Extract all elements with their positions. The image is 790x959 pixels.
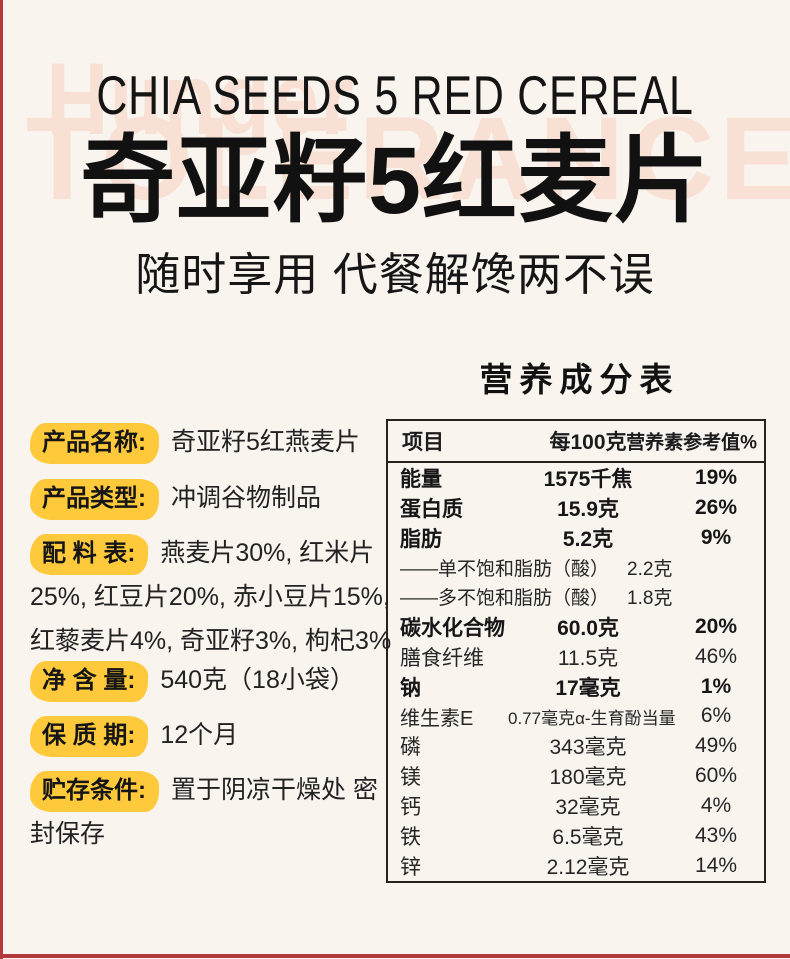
- info-row-net-weight: 净 含 量: 540克（18小袋）: [30, 658, 392, 703]
- header-per100g: 每100克: [549, 431, 627, 454]
- info-row-product-type: 产品类型: 冲调谷物制品: [30, 476, 392, 521]
- table-row-dietary-fiber: 膳食纤维 11.5克 46%: [400, 644, 738, 670]
- table-row-vitamin-e: 维生素E 0.77毫克α-生育酚当量 6%: [400, 704, 732, 730]
- label-badge: 保 质 期:: [30, 716, 149, 758]
- bottom-accent-border: [0, 954, 790, 958]
- label-badge: 产品类型:: [30, 479, 159, 521]
- info-row-ingredients: 配 料 表: 燕麦片30%, 红米片25%, 红豆片20%, 赤小豆片15%, 红…: [30, 531, 392, 663]
- info-value: 冲调谷物制品: [171, 484, 322, 512]
- watermark-hunger: Hunger: [46, 42, 355, 156]
- product-title-english: CHIA SEEDS 5 RED CEREAL: [96, 64, 694, 126]
- info-value: 燕麦片30%, 红米片25%, 红豆片20%, 赤小豆片15%, 红藜麦片4%,…: [30, 539, 392, 656]
- table-row-phosphorus: 磷 343毫克 49%: [400, 733, 738, 759]
- nutrition-table-body: 能量 1575千焦 19% 蛋白质 15.9克 26% 脂肪 5.2克 9% ——单不饱和脂…: [388, 463, 764, 881]
- watermark-tolerance: TOLERANCE: [26, 93, 790, 225]
- table-row-protein: 蛋白质 15.9克 26%: [400, 496, 738, 521]
- label-badge: 产品名称:: [30, 423, 159, 465]
- product-title-chinese: 奇亚籽5红麦片: [80, 128, 710, 234]
- table-row-magnesium: 镁 180毫克 60%: [400, 763, 738, 789]
- table-row-sodium: 钠 17毫克 1%: [400, 674, 732, 700]
- table-row-fat: 脂肪 5.2克 9%: [400, 526, 732, 551]
- table-row-zinc: 锌 2.12毫克 14%: [400, 853, 738, 879]
- table-row-polyunsaturated-fat: ——多不饱和脂肪（酸） 1.8克: [400, 588, 673, 610]
- info-row-storage: 贮存条件: 置于阴凉干燥处 密封保存: [30, 768, 392, 856]
- info-row-shelf-life: 保 质 期: 12个月: [30, 713, 392, 758]
- table-row-energy: 能量 1575千焦 19%: [400, 466, 738, 491]
- info-value: 奇亚籽5红燕麦片: [171, 428, 360, 456]
- table-row-monounsaturated-fat: ——单不饱和脂肪（酸） 2.2克: [400, 559, 673, 581]
- table-row-iron: 铁 6.5毫克 43%: [400, 823, 738, 849]
- info-value: 置于阴凉干燥处 密封保存: [30, 776, 378, 849]
- info-value: 12个月: [160, 721, 239, 749]
- table-row-carbohydrate: 碳水化合物 60.0克 20%: [400, 614, 738, 640]
- left-accent-border: [0, 0, 3, 959]
- header-nrv: 营养素参考值%: [626, 432, 757, 454]
- info-row-product-name: 产品名称: 奇亚籽5红燕麦片: [30, 420, 392, 465]
- label-badge: 净 含 量:: [30, 661, 149, 703]
- label-badge: 配 料 表:: [30, 534, 149, 576]
- product-tagline: 随时享用 代餐解馋两不误: [135, 249, 655, 300]
- nutrition-table-header: 项目 每100克 营养素参考值%: [388, 421, 764, 463]
- nutrition-table: 项目 每100克 营养素参考值% 能量 1575千焦 19% 蛋白质 15.9克 26%…: [386, 419, 766, 883]
- nutrition-table-title: 营养成分表: [479, 361, 680, 398]
- info-value: 540克（18小袋）: [160, 666, 355, 694]
- header-item: 项目: [402, 431, 444, 454]
- label-badge: 贮存条件:: [30, 771, 159, 813]
- table-row-calcium: 钙 32毫克 4%: [400, 793, 732, 819]
